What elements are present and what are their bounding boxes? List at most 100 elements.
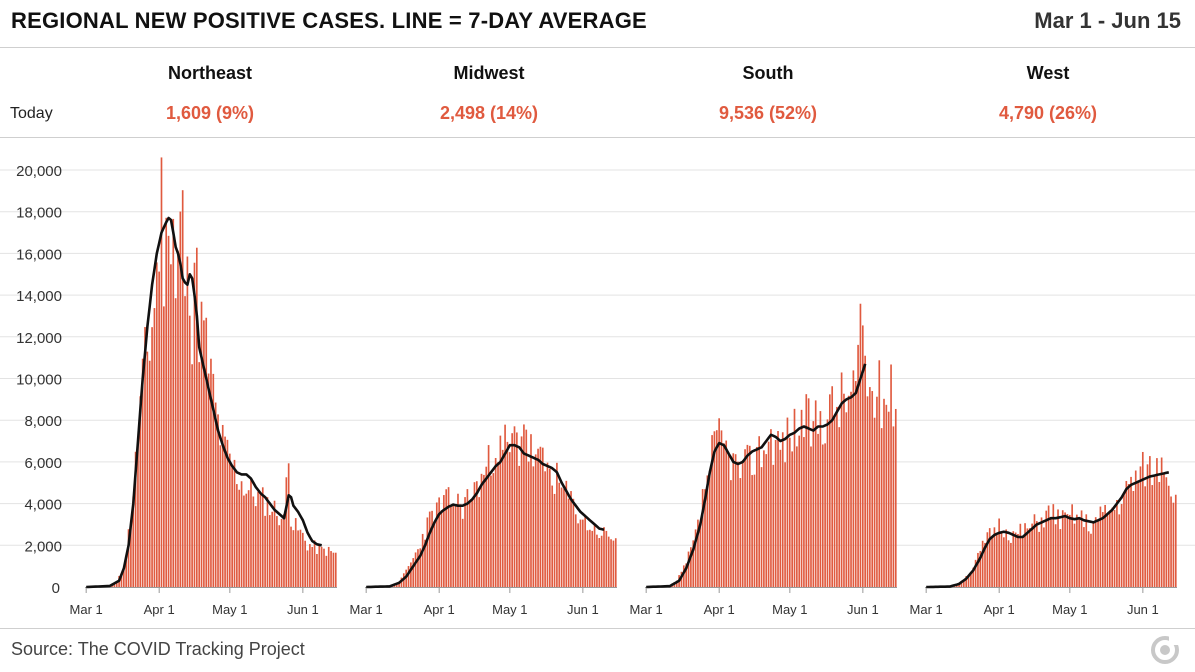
bar [241, 481, 243, 587]
y-tick-label: 18,000 [16, 205, 62, 222]
bar [1128, 484, 1130, 587]
bar [845, 412, 847, 587]
bar [516, 432, 518, 587]
bar [1142, 452, 1144, 587]
bar [855, 381, 857, 587]
bar [281, 519, 283, 587]
today-value-west: 4,790 (26%) [938, 103, 1158, 124]
bar [1010, 543, 1012, 587]
bar [1109, 511, 1111, 587]
bar [255, 506, 257, 587]
bar [883, 399, 885, 587]
bar [471, 500, 473, 587]
bar [1118, 514, 1120, 587]
bar [789, 438, 791, 587]
bar [542, 448, 544, 587]
bar [1038, 532, 1040, 587]
bar [1116, 500, 1118, 587]
bar [476, 481, 478, 587]
bar [469, 502, 471, 587]
bar [1137, 481, 1139, 587]
bar [253, 497, 255, 588]
panel-west [925, 452, 1177, 588]
bar [194, 263, 196, 587]
bar [817, 434, 819, 587]
bar [730, 480, 732, 587]
bar [509, 452, 511, 587]
bar [168, 236, 170, 587]
bar [457, 494, 459, 587]
bar [864, 356, 866, 587]
bar [217, 414, 219, 587]
bar [683, 565, 685, 587]
bar [540, 447, 542, 587]
bar [323, 549, 325, 587]
grid-lines [0, 170, 1195, 545]
bar [1050, 517, 1052, 587]
bar [507, 442, 509, 587]
bar [236, 484, 238, 587]
x-tick-label: May 1 [212, 602, 247, 617]
chart-header: REGIONAL NEW POSITIVE CASES. LINE = 7-DA… [0, 0, 1195, 48]
bar [871, 391, 873, 587]
bar [805, 394, 807, 587]
bar [215, 403, 217, 587]
bar [596, 535, 598, 587]
bar [1125, 481, 1127, 587]
x-tick-label: May 1 [492, 602, 527, 617]
bar [1135, 471, 1137, 587]
bar [787, 418, 789, 587]
region-name-midwest: Midwest [379, 63, 599, 84]
bar [890, 364, 892, 587]
bar [1144, 486, 1146, 587]
x-tick-label: Apr 1 [424, 602, 455, 617]
bar [196, 248, 198, 587]
bar [1114, 510, 1116, 587]
bar [1151, 485, 1153, 587]
panel-northeast [85, 157, 337, 587]
bar [205, 318, 207, 587]
bar [751, 475, 753, 587]
bar [156, 262, 158, 587]
today-value-northeast: 1,609 (9%) [100, 103, 320, 124]
bar [483, 475, 485, 587]
bar [335, 553, 337, 587]
bar [330, 551, 332, 587]
bar [725, 441, 727, 587]
x-tick-label: Jun 1 [1127, 602, 1159, 617]
x-tick-label: May 1 [1052, 602, 1087, 617]
bar [834, 416, 836, 587]
bar [801, 410, 803, 587]
bar [1123, 492, 1125, 587]
bar [1012, 531, 1014, 587]
bar [803, 437, 805, 587]
bar [820, 411, 822, 587]
bar [796, 446, 798, 587]
bar [304, 541, 306, 587]
bar [485, 467, 487, 587]
bar [1133, 491, 1135, 587]
bar [511, 433, 513, 587]
bar [749, 446, 751, 587]
bar [1170, 496, 1172, 587]
x-tick-label: Mar 1 [910, 602, 943, 617]
bar [184, 296, 186, 587]
today-value-south: 9,536 (52%) [658, 103, 878, 124]
bar [328, 547, 330, 587]
bar [460, 504, 462, 587]
bar [570, 491, 572, 587]
bar [431, 511, 433, 587]
covid-tracking-project-logo-icon [1149, 633, 1181, 667]
source-credit: Source: The COVID Tracking Project [11, 639, 305, 660]
bar [709, 471, 711, 587]
bar [886, 405, 888, 587]
bar [1003, 537, 1005, 587]
bar [147, 352, 149, 587]
y-tick-label: 12,000 [16, 330, 62, 347]
bar [1074, 524, 1076, 587]
bar [422, 534, 424, 587]
region-summary-row: Northeast Midwest South West Today 1,609… [0, 48, 1195, 138]
bar [321, 547, 323, 587]
bar [982, 541, 984, 587]
